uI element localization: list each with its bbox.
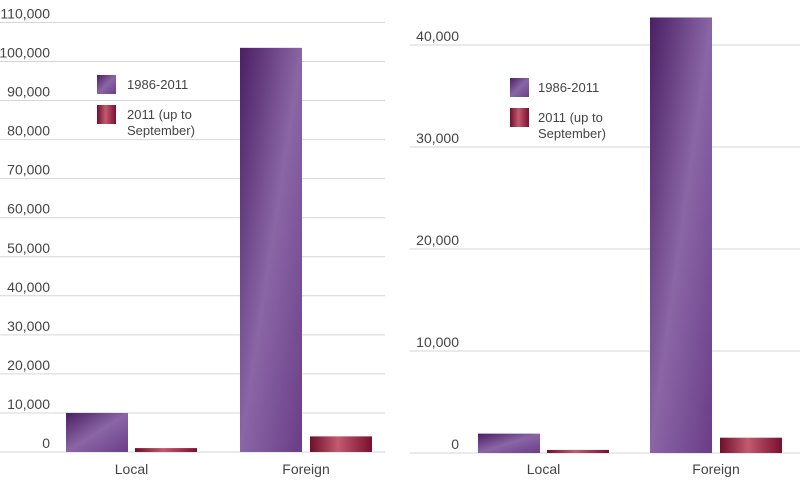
legend-label-right-series-1: 1986-2011 bbox=[538, 80, 599, 95]
legend-label-right-series-2: 2011 (up to September) bbox=[538, 110, 606, 141]
bar-right-foreign-series-1 bbox=[650, 17, 712, 454]
legend-swatch-right-series-1 bbox=[510, 78, 529, 97]
legend-swatch-right-series-2 bbox=[510, 108, 529, 127]
y-tick-label-left-3: 30,000 bbox=[7, 318, 50, 334]
y-tick-label-left-11: 110,000 bbox=[0, 5, 50, 21]
chart-left: 0 10,000 20,000 30,000 40,000 50,000 60,000 70,… bbox=[0, 5, 385, 477]
y-tick-label-left-7: 70,000 bbox=[7, 162, 50, 178]
bar-right-local-series-2 bbox=[547, 449, 609, 453]
x-category-label-right-0: Local bbox=[527, 461, 560, 477]
bar-left-local-series-1 bbox=[66, 412, 128, 452]
x-category-label-left-1: Foreign bbox=[282, 461, 329, 477]
y-tick-label-left-9: 90,000 bbox=[7, 84, 50, 100]
bar-right-local-series-1 bbox=[478, 433, 540, 453]
y-tick-label-left-0: 0 bbox=[42, 435, 50, 451]
y-tick-label-left-1: 10,000 bbox=[7, 396, 50, 412]
legend-swatch-left-series-2 bbox=[97, 105, 116, 124]
y-tick-label-right-2: 20,000 bbox=[416, 232, 459, 248]
legend-label-left-series-2: 2011 (up to September) bbox=[127, 107, 195, 138]
y-tick-label-left-5: 50,000 bbox=[7, 240, 50, 256]
y-tick-label-right-1: 10,000 bbox=[416, 334, 459, 350]
y-tick-label-left-4: 40,000 bbox=[7, 279, 50, 295]
legend-label-left-series-1: 1986-2011 bbox=[127, 77, 188, 92]
y-tick-label-right-4: 40,000 bbox=[416, 28, 459, 44]
y-tick-label-left-10: 100,000 bbox=[0, 45, 50, 61]
legend-swatch-left-series-1 bbox=[97, 75, 116, 94]
bar-left-foreign-series-2 bbox=[310, 436, 372, 452]
bar-left-local-series-2 bbox=[135, 448, 197, 452]
chart-right: 0 10,000 20,000 30,000 40,000 Local Foreign 198… bbox=[410, 17, 800, 477]
x-category-label-right-1: Foreign bbox=[692, 461, 739, 477]
y-tick-label-left-8: 80,000 bbox=[7, 123, 50, 139]
bar-left-foreign-series-1 bbox=[240, 47, 302, 453]
y-tick-label-left-6: 60,000 bbox=[7, 201, 50, 217]
y-tick-label-right-3: 30,000 bbox=[416, 130, 459, 146]
x-category-label-left-0: Local bbox=[115, 461, 148, 477]
y-tick-label-left-2: 20,000 bbox=[7, 357, 50, 373]
bar-right-foreign-series-2 bbox=[720, 437, 782, 453]
y-tick-label-right-0: 0 bbox=[451, 436, 459, 452]
